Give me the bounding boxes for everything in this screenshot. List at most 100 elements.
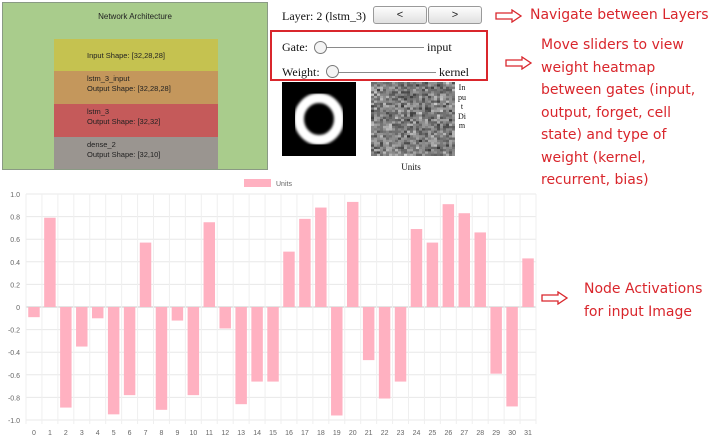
bar	[91, 307, 104, 319]
bar	[458, 213, 471, 307]
next-layer-button[interactable]: >	[428, 6, 482, 24]
heatmap-input-dim-label: Input Dim	[458, 83, 466, 130]
weight-heatmap	[371, 82, 455, 156]
y-tick-label: 0.8	[10, 215, 20, 222]
gate-slider-thumb[interactable]	[314, 41, 327, 54]
bar	[171, 307, 184, 321]
bar	[506, 307, 518, 407]
bar	[44, 217, 56, 307]
bar	[442, 204, 455, 307]
x-tick-label: 24	[413, 430, 421, 437]
x-tick-label: 10	[189, 430, 197, 437]
x-tick-label: 23	[397, 430, 405, 437]
x-tick-label: 28	[476, 430, 484, 437]
navigate-annotation: Navigate between Layers	[530, 7, 709, 23]
annotation-line: weight (kernel,	[541, 149, 646, 166]
red-arrow-icon	[495, 9, 523, 23]
annotation-line: recurrent, bias)	[541, 172, 649, 188]
bar	[362, 307, 375, 361]
digit-zero-image	[294, 93, 344, 145]
x-tick-label: 25	[429, 430, 437, 437]
y-tick-label: 1.0	[10, 192, 20, 199]
x-tick-label: 0	[32, 430, 36, 437]
weight-slider-thumb[interactable]	[326, 65, 339, 78]
x-tick-label: 4	[96, 430, 100, 437]
bar	[426, 242, 439, 307]
bar	[331, 307, 343, 416]
x-tick-label: 9	[175, 430, 179, 437]
bar	[203, 222, 216, 307]
x-tick-label: 15	[269, 430, 277, 437]
red-arrow-icon	[505, 56, 533, 70]
annotation-line: Move sliders to view	[541, 37, 684, 53]
bar	[139, 242, 152, 307]
bar	[235, 307, 247, 405]
bar	[219, 307, 231, 329]
heatmap-units-label: Units	[401, 162, 421, 172]
slider-controls: Gate: input Weight: kernel	[270, 30, 488, 81]
y-tick-label: 0	[16, 305, 20, 312]
x-tick-label: 20	[349, 430, 357, 437]
layer-label: Layer: 2 (lstm_3)	[282, 9, 366, 23]
x-tick-label: 2	[64, 430, 68, 437]
weight-label: Weight:	[282, 65, 320, 79]
y-tick-label: -0.4	[8, 350, 20, 357]
bar	[60, 307, 72, 408]
gate-slider-track[interactable]	[320, 47, 424, 48]
weight-value: kernel	[439, 65, 469, 79]
network-architecture-panel: Network Architecture Input Shape: [32,28…	[2, 2, 268, 170]
layer-block-lstm-3-input[interactable]: lstm_3_input Output Shape: [32,28,28]	[54, 71, 218, 104]
x-tick-label: 31	[524, 430, 532, 437]
x-tick-label: 5	[112, 430, 116, 437]
x-tick-label: 6	[128, 430, 132, 437]
bar	[378, 307, 391, 399]
annotation-line: Node Activations	[584, 281, 703, 297]
y-tick-label: -0.6	[8, 373, 20, 380]
weight-slider-track[interactable]	[332, 72, 436, 73]
x-tick-label: 8	[160, 430, 164, 437]
bar	[522, 258, 534, 307]
layer-block-lstm-3[interactable]: lstm_3 Output Shape: [32,32]	[54, 104, 218, 137]
red-arrow-icon	[541, 291, 569, 305]
bar	[107, 307, 120, 415]
bar	[76, 307, 88, 347]
x-tick-label: 19	[333, 430, 341, 437]
architecture-title: Network Architecture	[98, 12, 172, 21]
sliders-annotation: Move sliders to view weight heatmap betw…	[541, 34, 695, 192]
x-tick-label: 16	[285, 430, 293, 437]
y-tick-label: 0.6	[10, 237, 20, 244]
bar	[155, 307, 168, 410]
legend-swatch	[244, 179, 271, 187]
gate-label: Gate:	[282, 40, 308, 54]
bar	[315, 207, 327, 307]
bar	[346, 201, 359, 307]
x-tick-label: 12	[221, 430, 229, 437]
x-tick-label: 7	[144, 430, 148, 437]
layer-block-dense-2[interactable]: dense_2 Output Shape: [32,10]	[54, 137, 218, 169]
bar	[267, 307, 279, 382]
layer-line: Input Shape: [32,28,28]	[87, 51, 165, 60]
x-tick-label: 3	[80, 430, 84, 437]
gate-value: input	[427, 40, 452, 54]
x-tick-label: 22	[381, 430, 389, 437]
x-tick-label: 21	[365, 430, 373, 437]
y-tick-label: -1.0	[8, 418, 20, 425]
bar	[187, 307, 200, 396]
layer-line: lstm_3_input	[87, 74, 130, 83]
previous-layer-button[interactable]: <	[373, 6, 427, 24]
annotation-line: between gates (input,	[541, 82, 696, 98]
x-tick-label: 11	[206, 430, 213, 437]
layer-line: Output Shape: [32,28,28]	[87, 84, 171, 93]
input-digit-image	[282, 82, 356, 156]
x-tick-label: 18	[317, 430, 325, 437]
x-tick-label: 14	[253, 430, 261, 437]
layer-line: lstm_3	[87, 107, 110, 116]
layer-block-input[interactable]: Input Shape: [32,28,28]	[54, 39, 218, 71]
bar	[28, 307, 40, 318]
x-tick-label: 27	[460, 430, 468, 437]
bar	[394, 307, 407, 382]
y-tick-label: 0.4	[10, 260, 20, 267]
layer-line: Output Shape: [32,32]	[87, 117, 161, 126]
bar	[490, 307, 502, 374]
bar	[251, 307, 263, 382]
